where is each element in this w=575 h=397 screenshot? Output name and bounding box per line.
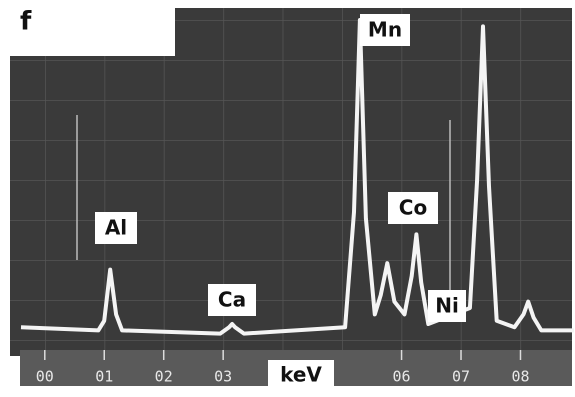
- annotation: Co: [399, 196, 427, 220]
- corner: [10, 8, 175, 56]
- annotation: Al: [105, 216, 127, 240]
- x-tick-label: 06: [393, 368, 411, 386]
- panel-label: f: [20, 7, 32, 37]
- annotation: Ca: [218, 288, 246, 312]
- x-tick-label: 03: [214, 368, 232, 386]
- x-axis-label: keV: [280, 363, 322, 387]
- x-tick-label: 07: [452, 368, 470, 386]
- annotation: Mn: [368, 18, 402, 42]
- x-tick-label: 02: [155, 368, 173, 386]
- annotation: Ni: [435, 294, 459, 318]
- x-tick-label: 08: [511, 368, 529, 386]
- chart: f Al Ca Mn Co Ni keV 00 01 02 03 06 07 08: [0, 0, 575, 393]
- x-tick-label: 01: [95, 368, 113, 386]
- x-tick-label: 00: [36, 368, 54, 386]
